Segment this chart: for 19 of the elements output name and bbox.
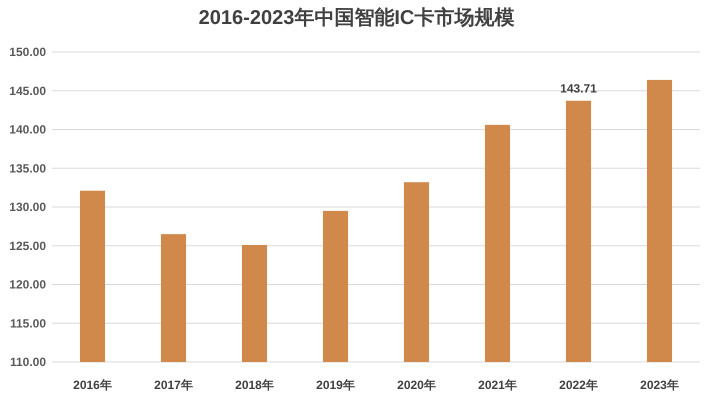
y-tick-label: 130.00 (9, 200, 46, 214)
y-tick-label: 135.00 (9, 161, 46, 176)
x-tick-label: 2017年 (154, 378, 193, 392)
y-tick-label: 115.00 (10, 316, 46, 330)
x-tick-label: 2016年 (73, 378, 112, 392)
y-tick-label: 120.00 (9, 278, 46, 292)
x-tick-label: 2023年 (640, 378, 679, 392)
y-tick-label: 140.00 (9, 122, 46, 136)
chart-title: 2016-2023年中国智能IC卡市场规模 (198, 6, 514, 29)
x-tick-label: 2021年 (478, 378, 517, 392)
x-tick-label: 2019年 (316, 378, 355, 392)
y-tick-label: 150.00 (9, 45, 46, 59)
x-tick-label: 2022年 (559, 378, 598, 392)
y-tick-label: 145.00 (9, 84, 46, 98)
x-tick-label: 2018年 (235, 378, 274, 392)
y-tick-label: 110.00 (10, 355, 46, 369)
y-tick-label: 125.00 (9, 238, 46, 253)
x-tick-label: 2020年 (397, 378, 436, 392)
data-label: 143.71 (560, 82, 598, 96)
